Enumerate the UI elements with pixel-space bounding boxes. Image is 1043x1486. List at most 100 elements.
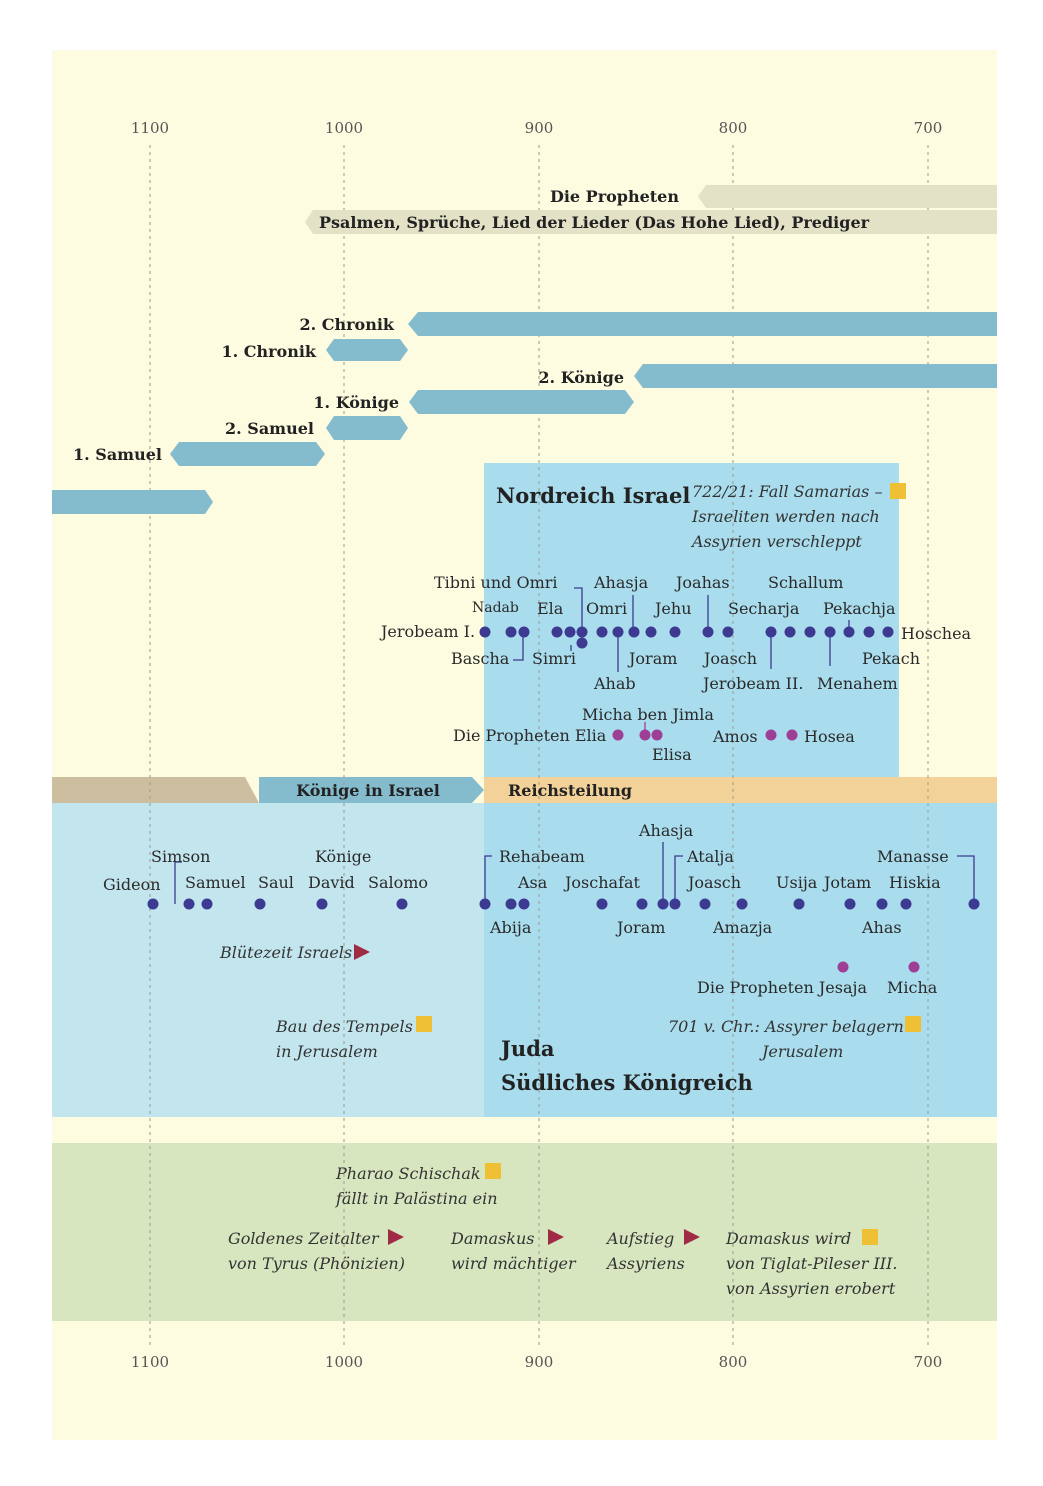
tyrus-line-1: Goldenes Zeitalter (228, 1229, 380, 1248)
label-ahas: Ahas (861, 918, 902, 937)
chronik1-label: 1. Chronik (221, 342, 316, 361)
tempel-line-1: Bau des Tempels (275, 1017, 413, 1036)
dot-schallum (804, 626, 816, 638)
tempel-line-2: in Jerusalem (276, 1042, 378, 1061)
dot-saul (254, 898, 266, 910)
event-square-icon (905, 1016, 921, 1032)
north-event-line-3: Assyrien verschleppt (690, 532, 862, 551)
label-manasse: Manasse (877, 847, 949, 866)
samuel2-label: 2. Samuel (225, 419, 314, 438)
dot-amos (765, 729, 777, 741)
label-jerobeam1: Jerobeam I. (379, 622, 475, 641)
chronik1-bar (326, 339, 408, 361)
juda-area (484, 803, 997, 1117)
label-joahas: Joahas (674, 573, 730, 592)
triangle-icon (548, 1229, 564, 1245)
label-hiskia: Hiskia (889, 873, 941, 892)
dot-samuel (201, 898, 213, 910)
koenige2-label: 2. Könige (538, 368, 624, 387)
judges-bar (52, 490, 213, 514)
dot-menahem (824, 626, 836, 638)
assyrien-line-1: Aufstieg (605, 1229, 674, 1248)
label-bascha: Bascha (451, 649, 510, 668)
assyrer-line-1: 701 v. Chr.: Assyrer belagern (668, 1017, 904, 1036)
dot-joram (645, 626, 657, 638)
propheten-label: Die Propheten (550, 187, 679, 206)
koenige2-bar (634, 364, 997, 388)
label-saul: Saul (258, 873, 294, 892)
dot-ahas (876, 898, 888, 910)
label-samuel: Samuel (185, 873, 246, 892)
triangle-icon (354, 944, 370, 960)
north-event-line-1: 722/21: Fall Samarias – (692, 482, 882, 501)
event-square-icon (485, 1163, 501, 1179)
dot-amazja (736, 898, 748, 910)
juda-subtitle: Südliches Königreich (501, 1070, 753, 1095)
label-salomo: Salomo (368, 873, 428, 892)
south-connectors (174, 842, 975, 904)
label-tibni-omri: Tibni und Omri (434, 573, 558, 592)
label-pekachja: Pekachja (823, 599, 896, 618)
dot-ahasja (628, 626, 640, 638)
label-ahasja-north: Ahasja (593, 573, 649, 592)
label-ela: Ela (537, 599, 564, 618)
label-jesaja: Die Propheten Jesaja (697, 978, 867, 997)
label-joram-north: Joram (627, 649, 677, 668)
axis-bottom-1000: 1000 (325, 1353, 363, 1371)
label-simson: Simson (151, 847, 210, 866)
dot-salomo (396, 898, 408, 910)
triangle-icon (684, 1229, 700, 1245)
samuel2-bar (326, 416, 408, 440)
axis-bottom-1100: 1100 (131, 1353, 169, 1371)
label-koenige-south: Könige (315, 847, 371, 866)
axis-bottom-700: 700 (914, 1353, 943, 1371)
dot-simri (564, 626, 576, 638)
band-label-koenige: Könige in Israel (296, 781, 440, 800)
label-joasch-south: Joasch (686, 873, 741, 892)
dot-nadab (505, 626, 517, 638)
label-elisa: Elisa (652, 745, 692, 764)
dot-manasse (968, 898, 980, 910)
label-amos: Amos (712, 727, 758, 746)
south-king-dots (147, 898, 980, 910)
label-abija: Abija (489, 918, 532, 937)
pre-division-area (52, 803, 484, 1117)
label-joschafat: Joschafat (563, 873, 641, 892)
dot-abija (505, 898, 517, 910)
dot-secharja (784, 626, 796, 638)
dot-omri (596, 626, 608, 638)
axis-top-800: 800 (719, 119, 748, 137)
dot-rehabeam (479, 898, 491, 910)
dot-pekach (863, 626, 875, 638)
damaskus2-line-1: Damaskus wird (725, 1229, 851, 1248)
label-ahab: Ahab (593, 674, 636, 693)
dot-jerobeam1 (479, 626, 491, 638)
north-title: Nordreich Israel (496, 483, 690, 508)
dot-elisa (651, 729, 663, 741)
propheten-bar (698, 185, 997, 208)
dot-ahab (612, 626, 624, 638)
dot-joram-south (636, 898, 648, 910)
label-micha-ben-jimla: Micha ben Jimla (582, 705, 714, 724)
dot-bascha (518, 626, 530, 638)
dot-hosea (786, 729, 798, 741)
axis-top-900: 900 (525, 119, 554, 137)
label-rehabeam: Rehabeam (499, 847, 585, 866)
axis-bottom-900: 900 (525, 1353, 554, 1371)
label-hosea: Hosea (804, 727, 855, 746)
world-events-area (52, 1143, 997, 1321)
dot-jesaja (837, 961, 849, 973)
psalmen-label: Psalmen, Sprüche, Lied der Lieder (Das H… (319, 213, 870, 232)
dot-hoschea (882, 626, 894, 638)
assyrer-line-2: Jerusalem (759, 1042, 843, 1061)
label-jehu: Jehu (653, 599, 692, 618)
chronik2-bar (408, 312, 997, 336)
label-elia: Die Propheten Elia (453, 726, 607, 745)
samuel1-label: 1. Samuel (73, 445, 162, 464)
axis-top-1100: 1100 (131, 119, 169, 137)
schischak-line-2: fällt in Palästina ein (335, 1189, 498, 1208)
label-menahem: Menahem (817, 674, 898, 693)
label-atalja: Atalja (686, 847, 734, 866)
era-band-judges (52, 777, 259, 803)
